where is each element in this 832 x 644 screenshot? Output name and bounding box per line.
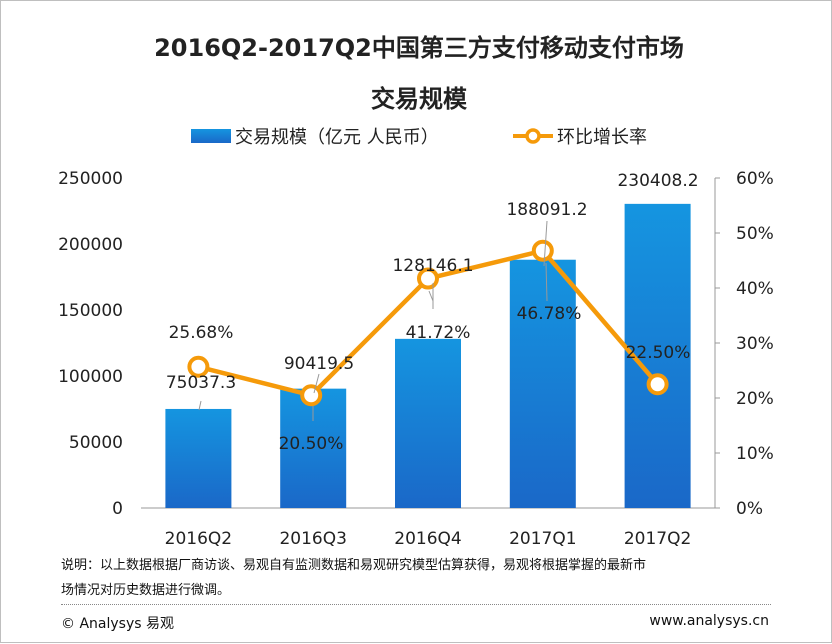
growth-value-label: 22.50% <box>626 343 691 363</box>
copyright: © Analysys 易观 <box>61 616 174 632</box>
bar <box>509 259 576 508</box>
footnote-line1: 说明：以上数据根据厂商访谈、易观自有监测数据和易观研究模型估算获得，易观将根据掌… <box>61 558 647 573</box>
right-tick-label: 30% <box>736 334 774 354</box>
growth-point <box>300 384 323 407</box>
chart-title-line1: 2016Q2-2017Q2中国第三方支付移动支付市场 <box>154 34 684 62</box>
bar-value-label: 188091.2 <box>506 200 587 220</box>
right-tick-label: 20% <box>736 389 774 409</box>
website-link[interactable]: www.analysys.cn <box>649 613 769 629</box>
growth-value-label: 20.50% <box>279 434 344 454</box>
leader-line <box>543 220 548 267</box>
x-tick-label: 2017Q2 <box>624 529 691 549</box>
x-tick-label: 2016Q4 <box>394 529 461 549</box>
legend-bar-swatch <box>191 129 231 143</box>
left-tick-label: 150000 <box>58 301 123 321</box>
legend: 交易规模（亿元 人民币） 环比增长率 <box>191 127 647 148</box>
leader-line <box>313 373 320 394</box>
right-tick-label: 60% <box>736 169 774 189</box>
x-tick-label: 2016Q3 <box>279 529 346 549</box>
right-tick-label: 10% <box>736 444 774 464</box>
footnote-line2: 场情况对历史数据进行微调。 <box>61 583 231 598</box>
bar-value-label: 90419.5 <box>284 354 354 374</box>
bar-value-label: 75037.3 <box>166 373 236 393</box>
chart-title-line2: 交易规模 <box>371 85 468 113</box>
legend-line-marker <box>525 128 541 144</box>
left-tick-label: 250000 <box>58 169 123 189</box>
growth-value-label: 25.68% <box>169 323 234 343</box>
bar-value-label: 128146.1 <box>392 256 473 276</box>
left-tick-label: 0 <box>112 499 123 519</box>
legend-bar-label: 交易规模（亿元 人民币） <box>235 127 439 148</box>
left-tick-label: 200000 <box>58 235 123 255</box>
bar <box>165 408 232 508</box>
leader-line <box>198 400 202 411</box>
growth-point <box>646 373 669 396</box>
right-tick-label: 0% <box>736 499 763 519</box>
growth-point <box>187 355 210 378</box>
bar-value-label: 230408.2 <box>617 171 698 191</box>
x-tick-label: 2017Q1 <box>509 529 576 549</box>
left-tick-label: 50000 <box>69 433 123 453</box>
legend-line-label: 环比增长率 <box>557 127 647 148</box>
divider <box>61 604 771 605</box>
left-tick-label: 100000 <box>58 367 123 387</box>
right-tick-label: 40% <box>736 279 774 299</box>
growth-value-label: 46.78% <box>517 304 582 324</box>
bar <box>395 338 461 508</box>
growth-point <box>531 239 554 262</box>
leader-line <box>428 290 434 302</box>
right-tick-label: 50% <box>736 224 774 244</box>
growth-value-label: 41.72% <box>406 323 471 343</box>
x-tick-label: 2016Q2 <box>165 529 232 549</box>
leader-line <box>545 262 548 302</box>
